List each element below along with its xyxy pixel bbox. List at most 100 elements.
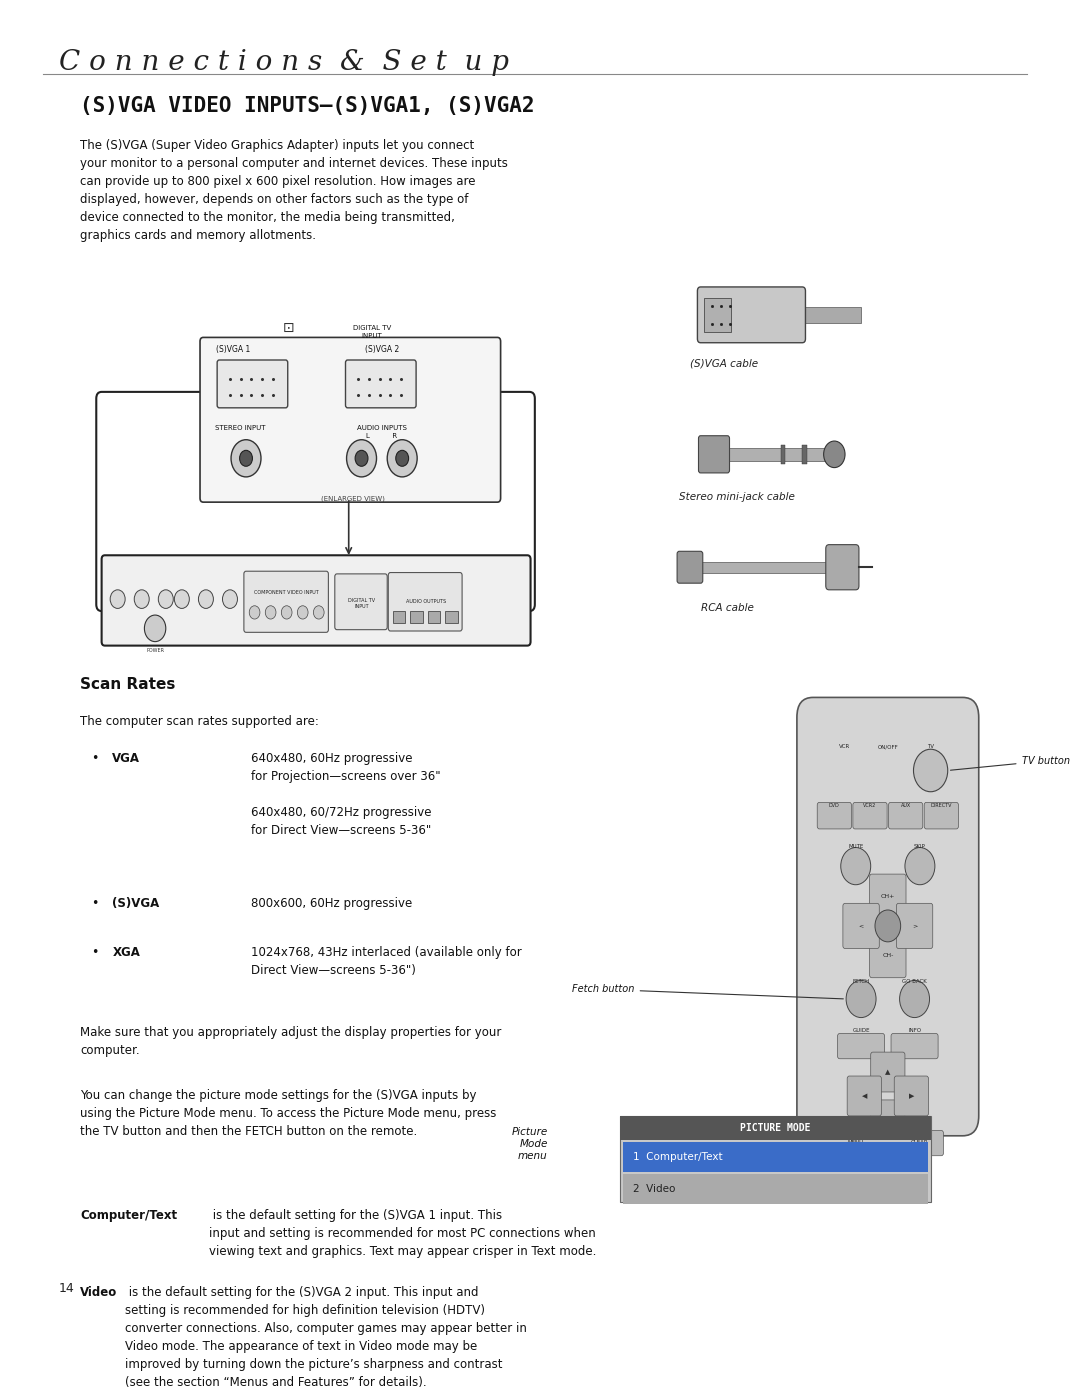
Circle shape xyxy=(134,590,149,609)
Circle shape xyxy=(355,450,368,467)
Text: 640x480, 60Hz progressive
for Projection—screens over 36"

640x480, 60/72Hz prog: 640x480, 60Hz progressive for Projection… xyxy=(252,752,441,837)
FancyBboxPatch shape xyxy=(870,1052,905,1092)
Circle shape xyxy=(875,909,901,942)
Text: (S)VGA VIDEO INPUTS–(S)VGA1, (S)VGA2: (S)VGA VIDEO INPUTS–(S)VGA1, (S)VGA2 xyxy=(80,95,535,116)
FancyBboxPatch shape xyxy=(838,1034,885,1059)
Text: CLEAR: CLEAR xyxy=(912,1140,929,1146)
Text: C o n n e c t i o n s  &  S e t  u p: C o n n e c t i o n s & S e t u p xyxy=(58,49,509,77)
Text: Video: Video xyxy=(80,1285,118,1299)
Text: PICTURE MODE: PICTURE MODE xyxy=(740,1123,811,1133)
Text: POWER: POWER xyxy=(146,648,164,654)
Text: SKIP: SKIP xyxy=(914,844,926,848)
Circle shape xyxy=(846,981,876,1017)
Text: VCR2: VCR2 xyxy=(863,802,877,807)
Text: <: < xyxy=(859,923,864,929)
Text: AUDIO OUTPUTS: AUDIO OUTPUTS xyxy=(406,599,446,605)
FancyBboxPatch shape xyxy=(842,904,879,949)
FancyBboxPatch shape xyxy=(896,1130,944,1155)
FancyBboxPatch shape xyxy=(889,802,922,828)
Text: ⊡: ⊡ xyxy=(283,321,295,335)
Text: ▼: ▼ xyxy=(886,1116,891,1123)
Text: XGA: XGA xyxy=(112,946,140,958)
FancyBboxPatch shape xyxy=(870,1099,905,1140)
Circle shape xyxy=(313,606,324,619)
Text: RCA cable: RCA cable xyxy=(701,604,754,613)
Bar xyxy=(704,298,730,332)
FancyBboxPatch shape xyxy=(244,571,328,633)
Bar xyxy=(410,610,423,623)
Circle shape xyxy=(840,848,870,884)
Text: DIGITAL TV
INPUT: DIGITAL TV INPUT xyxy=(353,326,391,339)
Text: is the default setting for the (S)VGA 1 input. This
input and setting is recomme: is the default setting for the (S)VGA 1 … xyxy=(208,1208,596,1257)
Text: VGA: VGA xyxy=(112,752,140,766)
Bar xyxy=(781,446,785,464)
Text: GUIDE: GUIDE xyxy=(852,1028,869,1034)
FancyBboxPatch shape xyxy=(200,338,501,502)
Circle shape xyxy=(222,590,238,609)
Circle shape xyxy=(905,848,935,884)
FancyBboxPatch shape xyxy=(869,933,906,978)
Text: >: > xyxy=(912,923,917,929)
FancyBboxPatch shape xyxy=(677,552,703,583)
Text: 1  Computer/Text: 1 Computer/Text xyxy=(633,1153,723,1162)
Circle shape xyxy=(395,450,408,467)
FancyBboxPatch shape xyxy=(833,1130,879,1155)
Circle shape xyxy=(900,981,930,1017)
FancyBboxPatch shape xyxy=(389,573,462,631)
Circle shape xyxy=(266,606,276,619)
Circle shape xyxy=(914,749,948,792)
Text: The computer scan rates supported are:: The computer scan rates supported are: xyxy=(80,715,319,728)
Text: DVD: DVD xyxy=(829,802,840,807)
Text: ▲: ▲ xyxy=(886,1069,891,1076)
Circle shape xyxy=(199,590,214,609)
Bar xyxy=(622,1175,929,1204)
Text: •: • xyxy=(91,897,98,909)
Text: Computer/Text: Computer/Text xyxy=(80,1208,177,1222)
FancyBboxPatch shape xyxy=(847,1076,881,1116)
Text: 14: 14 xyxy=(58,1282,75,1295)
Text: Fetch button: Fetch button xyxy=(572,985,843,999)
Circle shape xyxy=(281,606,292,619)
Bar xyxy=(706,447,835,461)
Bar xyxy=(802,307,861,323)
Text: DIGITAL TV
INPUT: DIGITAL TV INPUT xyxy=(348,598,375,609)
FancyBboxPatch shape xyxy=(853,802,887,828)
FancyBboxPatch shape xyxy=(894,1076,929,1116)
Circle shape xyxy=(297,606,308,619)
Circle shape xyxy=(231,440,261,476)
Text: ◀: ◀ xyxy=(862,1092,867,1099)
Text: Make sure that you appropriately adjust the display properties for your
computer: Make sure that you appropriately adjust … xyxy=(80,1025,501,1056)
Text: MENU: MENU xyxy=(848,1140,864,1146)
FancyBboxPatch shape xyxy=(891,1034,939,1059)
Bar xyxy=(428,610,441,623)
Bar xyxy=(685,562,835,573)
Text: AUDIO INPUTS
L          R: AUDIO INPUTS L R xyxy=(356,425,407,439)
Circle shape xyxy=(145,615,166,641)
Text: Scan Rates: Scan Rates xyxy=(80,678,176,693)
Text: TV button: TV button xyxy=(950,756,1069,770)
FancyBboxPatch shape xyxy=(96,393,535,610)
Text: Picture
Mode
menu: Picture Mode menu xyxy=(512,1126,548,1161)
FancyBboxPatch shape xyxy=(896,904,933,949)
FancyBboxPatch shape xyxy=(924,802,958,828)
Bar xyxy=(620,1116,931,1140)
Text: STEREO INPUT: STEREO INPUT xyxy=(215,425,266,432)
Text: GO BACK: GO BACK xyxy=(902,979,927,983)
FancyBboxPatch shape xyxy=(217,360,287,408)
Circle shape xyxy=(110,590,125,609)
Bar xyxy=(445,610,458,623)
FancyBboxPatch shape xyxy=(699,436,729,474)
Text: MUTE: MUTE xyxy=(848,844,863,848)
Circle shape xyxy=(240,450,253,467)
Text: FETCH: FETCH xyxy=(852,979,869,983)
Circle shape xyxy=(824,441,845,468)
Text: ON/OFF: ON/OFF xyxy=(877,745,899,749)
Bar xyxy=(620,1116,931,1203)
Text: AUX: AUX xyxy=(901,802,910,807)
Text: (S)VGA cable: (S)VGA cable xyxy=(690,359,758,369)
Bar xyxy=(392,610,405,623)
FancyBboxPatch shape xyxy=(698,286,806,342)
Text: You can change the picture mode settings for the (S)VGA inputs by
using the Pict: You can change the picture mode settings… xyxy=(80,1090,497,1139)
Bar xyxy=(802,446,807,464)
FancyBboxPatch shape xyxy=(818,802,851,828)
